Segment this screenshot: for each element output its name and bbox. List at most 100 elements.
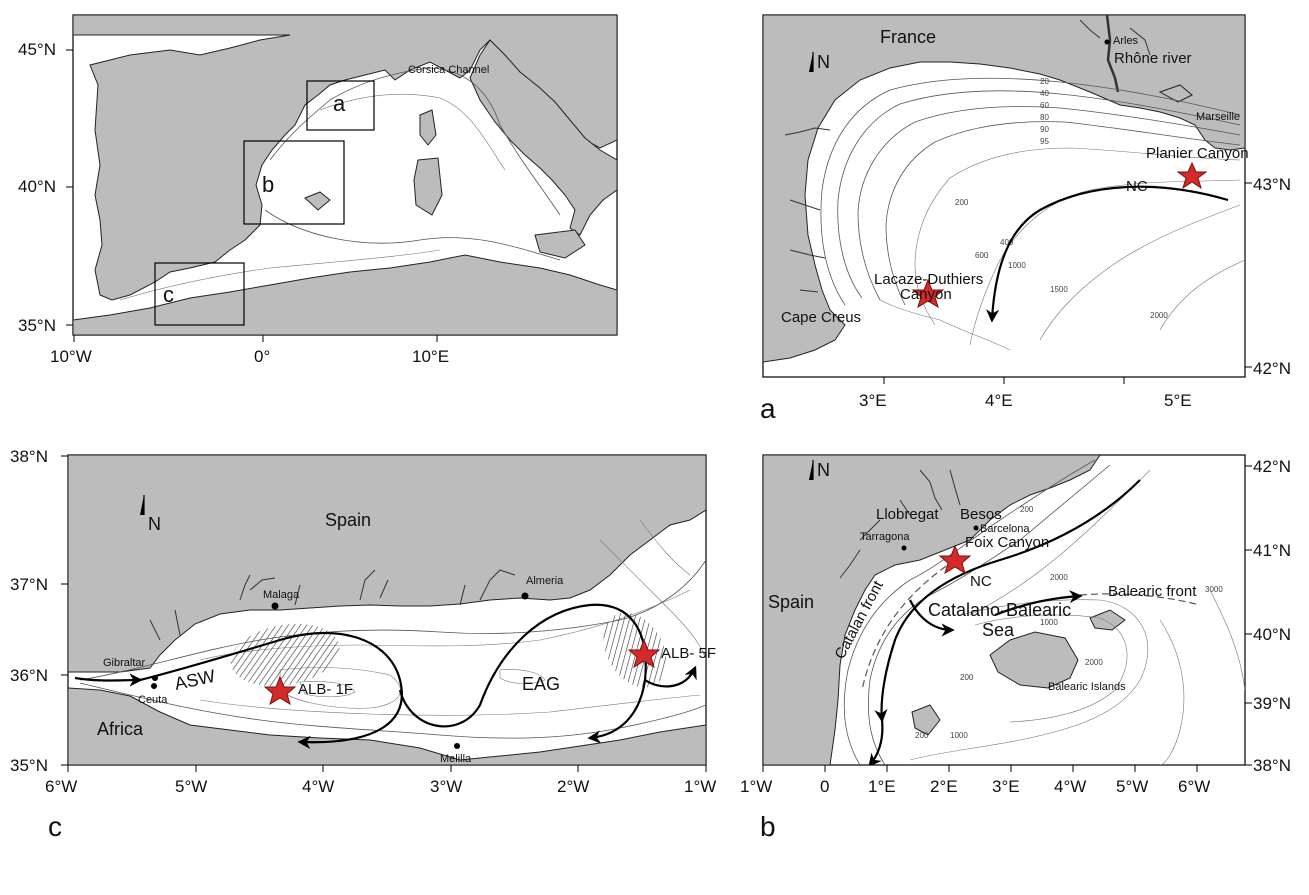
- panel-a-planier: Planier Canyon: [1146, 145, 1249, 162]
- svg-text:90: 90: [1040, 125, 1049, 134]
- panel-b-catalan-front-line: [861, 559, 956, 691]
- overview-balearic: [304, 191, 331, 211]
- panel-a-france-land: [763, 15, 1245, 363]
- panel-c-alb5f: ALB- 5F: [661, 645, 716, 662]
- panel-b-star-foix: [938, 544, 972, 575]
- panel-c-lat-38: 38°N: [10, 447, 48, 466]
- svg-text:200: 200: [915, 731, 929, 740]
- panel-c-map: N Spain Africa Malaga Almeria Gibraltar …: [10, 447, 716, 842]
- panel-c-gibraltar: Gibraltar: [103, 657, 146, 669]
- panel-b-north-arrow: N: [809, 460, 830, 480]
- overview-corsica: [419, 109, 437, 146]
- panel-b-barcelona: Barcelona: [980, 523, 1030, 535]
- svg-text:1000: 1000: [1040, 618, 1058, 627]
- overview-sicily: [534, 229, 586, 259]
- panel-b-lat-40: 40°N: [1253, 625, 1291, 644]
- panel-c-lon-4w: 4°W: [302, 777, 334, 796]
- panel-c-lon-3w: 3°W: [430, 777, 462, 796]
- panel-b-mallorca: [989, 631, 1079, 689]
- panel-b-lon-6w: 6°W: [1178, 777, 1210, 796]
- svg-text:N: N: [817, 460, 830, 480]
- svg-text:60: 60: [1040, 101, 1049, 110]
- panel-b-spain-land: [763, 455, 1101, 765]
- panel-b-nc: NC: [970, 573, 992, 590]
- panel-b-sea: Sea: [982, 620, 1015, 640]
- svg-text:2000: 2000: [1085, 658, 1103, 667]
- panel-b-besos: Besos: [960, 506, 1002, 523]
- panel-c-lon-1w: 1°W: [684, 777, 716, 796]
- overview-sardinia: [413, 157, 443, 216]
- panel-b-lon-5w: 5°W: [1116, 777, 1148, 796]
- panel-c-lat-37: 37°N: [10, 575, 48, 594]
- panel-b-lon-1e: 1°E: [868, 777, 896, 796]
- svg-text:1000: 1000: [1008, 261, 1026, 270]
- panel-b-balearic-islands: Balearic Islands: [1048, 681, 1126, 693]
- panel-c-lon-6w: 6°W: [45, 777, 77, 796]
- panel-a-lon-3e: 3°E: [859, 391, 887, 410]
- panel-a-france: France: [880, 27, 936, 47]
- svg-text:400: 400: [1000, 238, 1014, 247]
- svg-text:N: N: [148, 514, 161, 534]
- svg-text:95: 95: [1040, 137, 1049, 146]
- panel-a-north-arrow: N: [809, 52, 830, 72]
- panel-b-foix: Foix Canyon: [965, 534, 1049, 551]
- panel-b-ibiza: [911, 704, 941, 736]
- panel-b-lon-3e: 3°E: [992, 777, 1020, 796]
- panel-b-tarragona: Tarragona: [860, 531, 910, 543]
- overview-corsica-channel: Corsica Channel: [408, 64, 489, 76]
- svg-text:N: N: [817, 52, 830, 72]
- panel-b-catalano: Catalano-Balearic: [928, 600, 1071, 620]
- svg-text:1500: 1500: [1050, 285, 1068, 294]
- panel-a-star-planier: [1176, 161, 1208, 190]
- panel-a-arles: Arles: [1113, 35, 1139, 47]
- panel-a-marseille: Marseille: [1196, 111, 1240, 123]
- overview-map: a b c Corsica Channel 45°N 40°N 35°N 10°…: [18, 14, 618, 366]
- panel-c-africa-land: [68, 687, 706, 765]
- panel-a-lat-43: 43°N: [1253, 175, 1291, 194]
- panel-a-canyon: Canyon: [900, 286, 952, 303]
- overview-lon-10e: 10°E: [412, 347, 449, 366]
- panel-b-spain: Spain: [768, 592, 814, 612]
- overview-lon-10w: 10°W: [50, 347, 92, 366]
- panel-a-letter: a: [760, 393, 776, 424]
- overview-italy: [469, 39, 617, 236]
- panel-b-lat-39: 39°N: [1253, 694, 1291, 713]
- overview-box-a: [306, 80, 375, 131]
- overview-letter-a: a: [333, 91, 346, 116]
- panel-a-lacaze: Lacaze-Duthiers: [874, 271, 983, 288]
- overview-africa: [73, 254, 617, 335]
- overview-lon-0: 0°: [254, 347, 270, 366]
- svg-text:200: 200: [1020, 505, 1034, 514]
- svg-text:40: 40: [1040, 89, 1049, 98]
- panel-c-lat-36: 36°N: [10, 666, 48, 685]
- panel-b-lon-0: 0: [820, 777, 829, 796]
- svg-text:1000: 1000: [950, 731, 968, 740]
- panel-c-melilla: Melilla: [440, 753, 472, 765]
- panel-b-lon-1w: 1°W: [740, 777, 772, 796]
- panel-c-ceuta: Ceuta: [138, 694, 168, 706]
- svg-text:2000: 2000: [1050, 573, 1068, 582]
- svg-text:80: 80: [1040, 113, 1049, 122]
- panel-c-spain: Spain: [325, 510, 371, 530]
- overview-lat-40: 40°N: [18, 177, 56, 196]
- overview-lat-35: 35°N: [18, 316, 56, 335]
- svg-text:600: 600: [975, 251, 989, 260]
- panel-c-lon-2w: 2°W: [557, 777, 589, 796]
- panel-a-nc: NC: [1126, 178, 1148, 195]
- panel-c-alb1f: ALB- 1F: [298, 681, 353, 698]
- panel-b-menorca: [1089, 609, 1126, 631]
- panel-b-lat-38: 38°N: [1253, 756, 1291, 775]
- panel-c-letter: c: [48, 811, 62, 842]
- panel-c-north-arrow: N: [140, 495, 161, 534]
- svg-text:200: 200: [955, 198, 969, 207]
- overview-letter-b: b: [262, 172, 274, 197]
- overview-letter-c: c: [163, 282, 174, 307]
- panel-a-lon-5e: 5°E: [1164, 391, 1192, 410]
- overview-lat-45: 45°N: [18, 40, 56, 59]
- panel-b-lat-42: 42°N: [1253, 457, 1291, 476]
- panel-b-llobregat: Llobregat: [876, 506, 939, 523]
- svg-text:20: 20: [1040, 77, 1049, 86]
- panel-b-lon-2e: 2°E: [930, 777, 958, 796]
- panel-c-hatch-west: [230, 623, 340, 687]
